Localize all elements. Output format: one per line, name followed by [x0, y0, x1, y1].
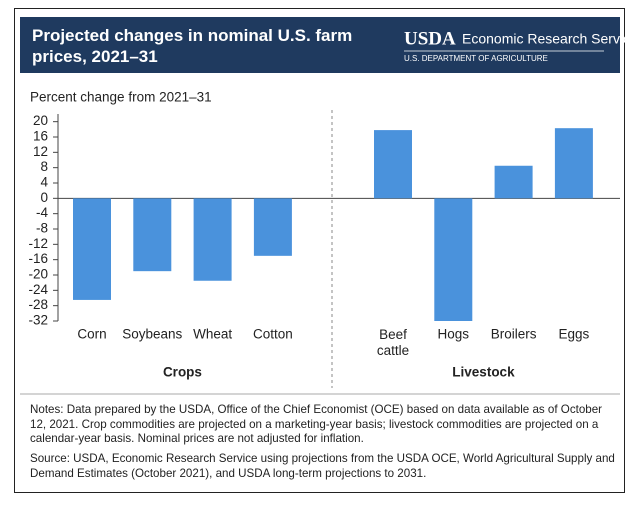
bar: [434, 198, 473, 321]
x-tick-label: Wheat: [193, 327, 232, 342]
x-tick-label: Hogs: [438, 327, 470, 342]
x-tick-label: Beef cattle: [377, 327, 409, 358]
y-tick-label: 12: [33, 144, 48, 159]
y-axis-label: Percent change from 2021–31: [30, 90, 212, 105]
y-tick-label: -8: [36, 221, 48, 236]
bar: [554, 128, 593, 199]
bar: [374, 130, 412, 199]
x-tick-label: Soybeans: [122, 327, 182, 342]
bar: [193, 198, 232, 281]
notes: Notes: Data prepared by the USDA, Office…: [30, 403, 603, 446]
y-tick-label: -16: [28, 251, 48, 266]
y-tick-label: -12: [28, 236, 48, 251]
logo: USDA: [404, 28, 456, 49]
chart-title: Projected changes in nominal U.S. farm p…: [32, 26, 353, 66]
frame: [14, 8, 625, 493]
y-tick-label: -20: [28, 267, 48, 282]
y-tick-label: -4: [36, 205, 48, 220]
y-tick-label: -28: [28, 297, 48, 312]
department: U.S. DEPARTMENT OF AGRICULTURE: [404, 54, 548, 63]
bar: [73, 198, 111, 300]
x-tick-label: Broilers: [491, 327, 537, 342]
y-tick-label: -32: [28, 313, 48, 328]
y-tick-label: 4: [40, 175, 48, 190]
group-label: Livestock: [452, 365, 515, 380]
x-tick-label: Eggs: [559, 327, 590, 342]
y-tick-label: 0: [40, 190, 48, 205]
y-tick-label: 16: [33, 129, 48, 144]
x-tick-label: Corn: [77, 327, 106, 342]
bar: [494, 165, 533, 199]
x-tick-label: Cotton: [253, 327, 293, 342]
header-band: [20, 17, 620, 73]
y-tick-label: -24: [28, 282, 48, 297]
bar: [133, 198, 172, 272]
agency: Economic Research Service: [462, 31, 638, 47]
bar: [253, 198, 292, 256]
y-tick-label: 8: [40, 159, 48, 174]
group-label: Crops: [163, 365, 202, 380]
source: Source: USDA, Economic Research Service …: [30, 452, 615, 480]
y-tick-label: 20: [33, 113, 48, 128]
